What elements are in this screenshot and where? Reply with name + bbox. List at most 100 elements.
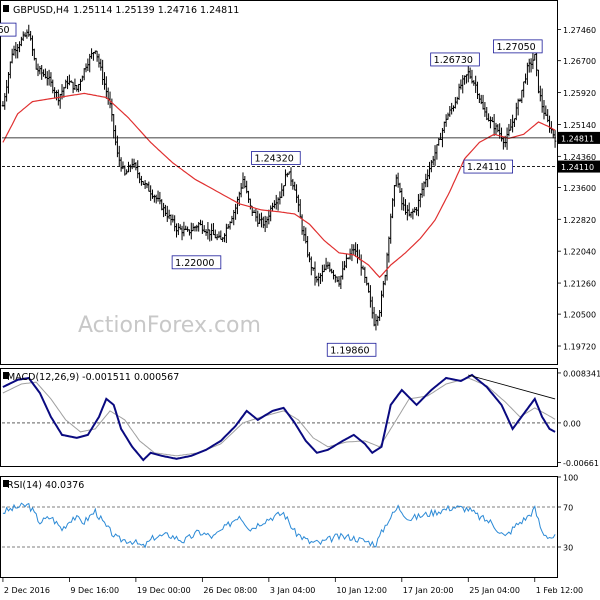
price-bar <box>134 162 138 171</box>
rsi-label: RSI(14) 40.0376 <box>7 480 84 491</box>
price-bar <box>415 207 418 216</box>
price-bar <box>162 202 165 218</box>
price-bar <box>439 132 442 140</box>
price-bar <box>529 58 533 73</box>
price-bar <box>389 213 392 244</box>
price-bar <box>206 222 210 240</box>
price-bar <box>82 68 86 81</box>
header-low: 1.24716 <box>158 5 197 16</box>
price-bar <box>68 74 71 86</box>
price-annotation: 1.26730 <box>430 52 480 67</box>
price-bar <box>315 275 319 283</box>
price-bar <box>435 144 439 160</box>
annotation-label: 1.19860 <box>330 345 369 356</box>
price-bar <box>143 180 147 189</box>
price-bar <box>164 204 167 217</box>
price-bar <box>509 118 512 131</box>
x-tick-label: 2 Dec 2016 <box>4 586 50 595</box>
price-bar <box>385 252 389 281</box>
price-tick-label: 1.25920 <box>563 89 596 98</box>
price-annotation: 1.27050 <box>493 39 543 54</box>
price-bar <box>535 52 538 77</box>
price-bar <box>367 282 370 293</box>
x-tick-label: 26 Dec 08:00 <box>203 586 257 595</box>
price-bar <box>433 145 437 166</box>
price-bar <box>552 129 555 139</box>
header-menu-icon <box>3 5 9 12</box>
price-annotation: 1.27460 <box>0 22 17 37</box>
price-bar <box>332 269 335 280</box>
price-bar <box>489 116 492 129</box>
price-bar <box>343 260 346 271</box>
header-close: 1.24811 <box>200 5 239 16</box>
rsi-y-axis: 100 70 30 <box>557 474 578 553</box>
price-bar <box>151 189 154 199</box>
rsi-tick-label: 100 <box>563 474 578 483</box>
x-tick-label: 25 Jan 04:00 <box>469 586 520 595</box>
price-tick-label: 1.24360 <box>563 153 596 162</box>
price-bar <box>38 65 42 75</box>
price-bar <box>323 264 326 273</box>
price-bar <box>302 225 306 242</box>
price-bar <box>428 161 431 180</box>
x-tick-label: 19 Dec 00:00 <box>137 586 191 595</box>
price-bar <box>359 254 363 276</box>
annotation-label: 1.27050 <box>496 42 535 53</box>
price-bar <box>75 84 78 92</box>
price-bar <box>127 161 130 173</box>
price-bar <box>210 223 213 241</box>
price-bar <box>295 184 298 203</box>
price-tag-label: 1.24110 <box>561 163 594 172</box>
price-bar <box>553 130 557 148</box>
price-bar <box>280 183 283 199</box>
price-bar <box>140 175 143 186</box>
price-bar <box>40 65 43 80</box>
price-bar <box>502 136 505 150</box>
price-bar <box>239 182 243 198</box>
annotation-label: 1.24320 <box>255 153 294 164</box>
current-price-tag: 1.24811 <box>558 131 600 144</box>
header-symbol: GBPUSD,H4 <box>13 5 69 16</box>
price-bar <box>119 157 123 172</box>
price-bar <box>363 266 367 283</box>
price-bar <box>254 208 258 222</box>
price-bar <box>533 53 536 61</box>
time-x-axis: 2 Dec 2016 9 Dec 16:00 19 Dec 00:00 26 Dec … <box>2 577 583 595</box>
price-y-axis: 1.27460 1.26700 1.25920 1.25140 1.24360 1.236… <box>557 26 600 352</box>
macd-label: MACD(12,26,9) -0.001511 0.000567 <box>7 372 179 383</box>
price-bar <box>25 29 29 39</box>
price-bar <box>112 114 115 139</box>
price-bar <box>424 173 428 188</box>
price-bar <box>166 205 169 222</box>
price-bar <box>548 115 551 133</box>
price-bar <box>73 78 77 90</box>
price-bar <box>494 122 498 136</box>
x-tick-label: 10 Jan 12:00 <box>336 586 387 595</box>
price-bar <box>409 211 413 218</box>
price-bar <box>417 194 420 217</box>
price-bar <box>319 273 322 284</box>
price-bar <box>97 53 101 68</box>
macd-layer <box>2 373 556 462</box>
price-bar <box>121 161 125 170</box>
price-bar <box>378 309 381 321</box>
price-bar <box>328 262 331 273</box>
price-bar <box>212 223 215 236</box>
header-open: 1.25114 <box>73 5 112 16</box>
price-bar <box>227 223 230 229</box>
price-bar <box>402 197 405 211</box>
price-bar <box>58 93 62 109</box>
price-bar <box>330 268 333 274</box>
rsi-panel-frame <box>0 476 558 578</box>
macd-trendline <box>468 374 556 400</box>
price-bar <box>10 48 14 64</box>
price-bar <box>260 212 263 228</box>
price-bar <box>356 244 359 264</box>
x-tick-label: 1 Feb 12:00 <box>536 586 583 595</box>
price-bar <box>407 202 411 217</box>
price-bar <box>284 169 287 187</box>
price-bar <box>20 36 23 47</box>
price-bar <box>354 242 357 258</box>
price-bar <box>267 209 271 225</box>
price-bar <box>522 81 525 98</box>
